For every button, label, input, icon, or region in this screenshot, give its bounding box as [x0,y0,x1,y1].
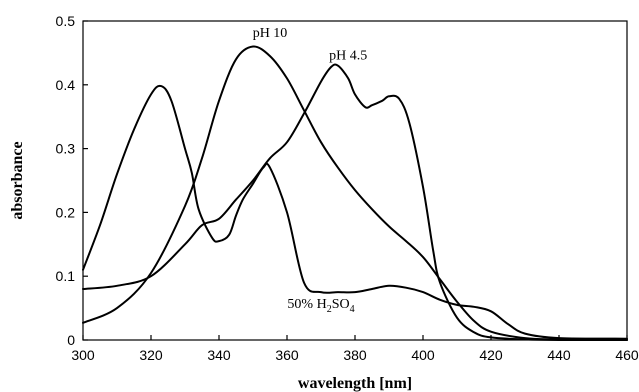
x-axis-title: wavelength [nm] [298,375,412,392]
x-tick-label: 340 [207,347,231,363]
y-tick-label: 0.4 [56,77,76,93]
y-axis: 0 0.1 0.2 0.3 0.4 0.5 [56,13,88,348]
x-tick-label: 380 [343,347,367,363]
x-tick-label: 440 [547,347,571,363]
y-tick-label: 0 [67,332,75,348]
series-line-1 [82,45,628,341]
x-tick-label: 320 [139,347,163,363]
x-tick-label: 300 [71,347,95,363]
y-tick-label: 0.5 [56,13,76,29]
series-line-2 [82,63,628,342]
x-tick-label: 460 [615,347,639,363]
series-label-1: pH 10 [253,26,288,41]
series-label-2: pH 4.5 [329,48,367,63]
y-tick-label: 0.1 [56,268,76,284]
series-labels: pH 10 pH 4.5 50% H2SO4 [253,26,368,315]
y-axis-title: absorbance [9,141,26,219]
x-tick-label: 360 [275,347,299,363]
series-group [82,45,628,342]
x-tick-label: 400 [411,347,435,363]
x-axis: 300 320 340 360 380 400 420 440 460 [71,335,639,363]
series-label-3: 50% H2SO4 [287,297,354,315]
y-tick-label: 0.2 [56,204,76,220]
y-tick-label: 0.3 [56,141,76,157]
x-tick-label: 420 [479,347,503,363]
series-line-3 [82,84,628,340]
